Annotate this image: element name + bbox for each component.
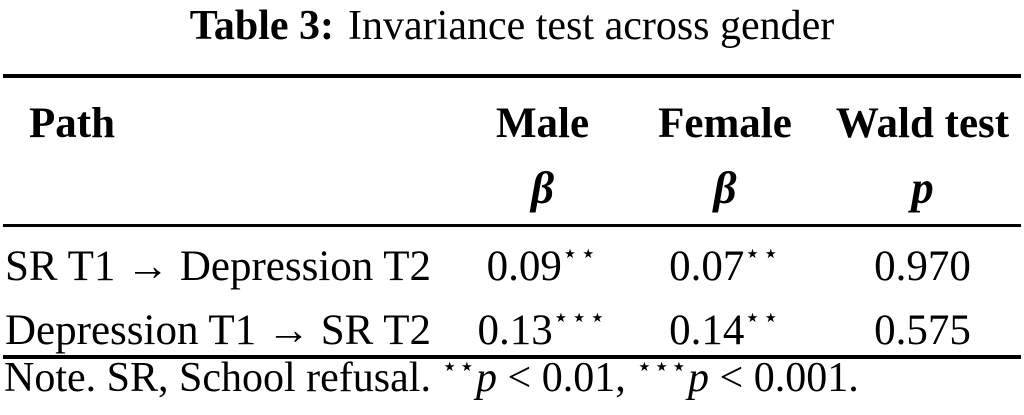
beta-value: 0.07	[669, 243, 745, 290]
female-beta-cell: 0.07⋆⋆	[626, 226, 824, 292]
wald-p-cell: 0.575	[874, 307, 971, 354]
female-beta-cell: 0.14⋆⋆	[626, 291, 824, 357]
path-cell: SR T1 → Depression T2	[5, 243, 432, 290]
male-beta-cell: 0.09⋆⋆	[459, 226, 626, 292]
p-symbol: p	[476, 355, 498, 401]
significance-stars: ⋆⋆	[744, 239, 781, 268]
note-text: Note. SR, School refusal.	[4, 355, 442, 401]
table-row: SR T1 → Depression T2 0.09⋆⋆ 0.07⋆⋆ 0.97…	[3, 226, 1021, 292]
significance-stars: ⋆⋆⋆	[636, 352, 689, 381]
col-header-female: Female	[658, 100, 792, 147]
header-row: Path Male Female Wald test	[3, 76, 1021, 152]
col-subheader-path-empty	[3, 152, 459, 226]
table-caption-text: Invariance test across gender	[348, 3, 835, 49]
col-header-male: Male	[495, 100, 590, 147]
path-cell: Depression T1 → SR T2	[5, 307, 432, 354]
beta-value: 0.09	[486, 243, 562, 290]
male-beta-cell: 0.13⋆⋆⋆	[459, 291, 626, 357]
invariance-table: Path Male Female Wald test β β p SR T1 →…	[3, 74, 1021, 359]
col-subheader-female-beta: β	[713, 163, 737, 213]
p-symbol: p	[688, 355, 710, 401]
beta-value: 0.14	[669, 307, 745, 354]
table-caption: Table 3: Invariance test across gender	[0, 0, 1024, 52]
col-subheader-wald-p: p	[911, 163, 934, 213]
note-text: < 0.001.	[709, 355, 859, 401]
significance-stars: ⋆⋆	[744, 303, 781, 332]
significance-stars: ⋆⋆	[561, 239, 599, 268]
subheader-row: β β p	[3, 152, 1021, 226]
significance-stars: ⋆⋆	[441, 352, 477, 381]
note-text: < 0.01,	[497, 355, 637, 401]
table-row: Depression T1 → SR T2 0.13⋆⋆⋆ 0.14⋆⋆ 0.5…	[3, 291, 1021, 357]
table-note: Note. SR, School refusal. ⋆⋆p < 0.01, ⋆⋆…	[4, 352, 859, 404]
col-header-wald-test: Wald test	[835, 100, 1010, 147]
beta-value: 0.13	[477, 307, 553, 354]
wald-p-cell: 0.970	[874, 243, 971, 290]
col-subheader-male-beta: β	[530, 163, 555, 213]
table-caption-label: Table 3:	[189, 3, 335, 49]
significance-stars: ⋆⋆⋆	[552, 303, 608, 332]
col-header-path: Path	[29, 100, 115, 147]
